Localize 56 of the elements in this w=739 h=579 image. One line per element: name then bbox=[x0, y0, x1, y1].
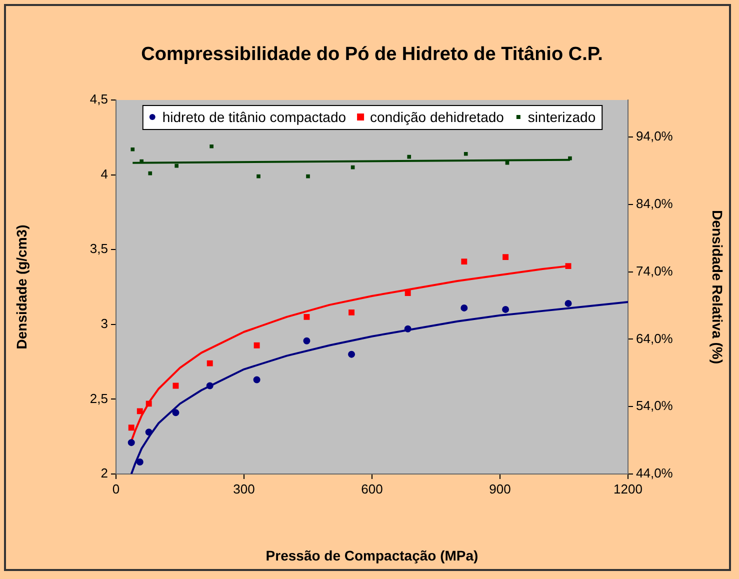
y-tick-label: 3 bbox=[100, 316, 108, 331]
point bbox=[146, 400, 152, 407]
point bbox=[206, 360, 213, 366]
y-axis-title: Densidade (g/cm3) bbox=[13, 224, 30, 350]
point bbox=[306, 174, 310, 178]
y-tick-label: 4 bbox=[100, 166, 108, 182]
point bbox=[502, 254, 509, 260]
point bbox=[130, 147, 135, 152]
point bbox=[172, 409, 180, 416]
x-tick-label: 600 bbox=[361, 481, 383, 496]
y2-tick-label: 74,0% bbox=[636, 263, 674, 278]
point bbox=[136, 408, 143, 414]
y-tick-label: 3,5 bbox=[90, 241, 108, 256]
legend-label: condição dehidretado bbox=[370, 108, 504, 125]
y-tick-label: 4,5 bbox=[90, 92, 108, 107]
y2-axis-title: Densidade Relativa (%) bbox=[710, 210, 726, 364]
point bbox=[128, 424, 134, 431]
point bbox=[565, 263, 572, 270]
point bbox=[210, 144, 214, 148]
point bbox=[564, 300, 572, 307]
point bbox=[461, 258, 468, 265]
point bbox=[174, 164, 178, 168]
y2-tick-label: 44,0% bbox=[636, 466, 674, 481]
point bbox=[460, 304, 468, 312]
y2-tick-label: 94,0% bbox=[636, 128, 674, 144]
point bbox=[464, 152, 468, 156]
point bbox=[303, 337, 310, 344]
y2-tick-label: 64,0% bbox=[636, 330, 674, 346]
x-axis-title: Pressão de Compactação (MPa) bbox=[266, 547, 478, 564]
point bbox=[404, 325, 412, 332]
point bbox=[568, 156, 572, 160]
y-tick-label: 2 bbox=[100, 466, 108, 481]
y-tick-label: 2,5 bbox=[90, 390, 108, 406]
x-tick-label: 1200 bbox=[614, 481, 642, 496]
point bbox=[256, 174, 260, 178]
point bbox=[348, 350, 356, 358]
point bbox=[128, 439, 135, 446]
point bbox=[206, 382, 214, 390]
x-tick-label: 900 bbox=[489, 481, 511, 496]
point bbox=[136, 458, 144, 466]
legend-label: sinterizado bbox=[528, 108, 596, 125]
y2-tick-label: 54,0% bbox=[636, 398, 674, 414]
chart-title: Compressibilidade do Pó de Hidreto de Titânio C.P. bbox=[141, 44, 603, 66]
legend-label: hidreto de titânio compactado bbox=[162, 108, 346, 125]
x-tick-label: 0 bbox=[112, 481, 120, 496]
point bbox=[304, 314, 310, 320]
point bbox=[253, 376, 260, 384]
point bbox=[148, 171, 152, 176]
point bbox=[254, 342, 260, 348]
point bbox=[348, 309, 354, 316]
point bbox=[407, 154, 412, 159]
point bbox=[404, 290, 411, 296]
point bbox=[502, 306, 510, 313]
point bbox=[145, 428, 152, 436]
x-tick-label: 300 bbox=[233, 481, 255, 496]
y2-tick-label: 84,0% bbox=[636, 196, 674, 212]
